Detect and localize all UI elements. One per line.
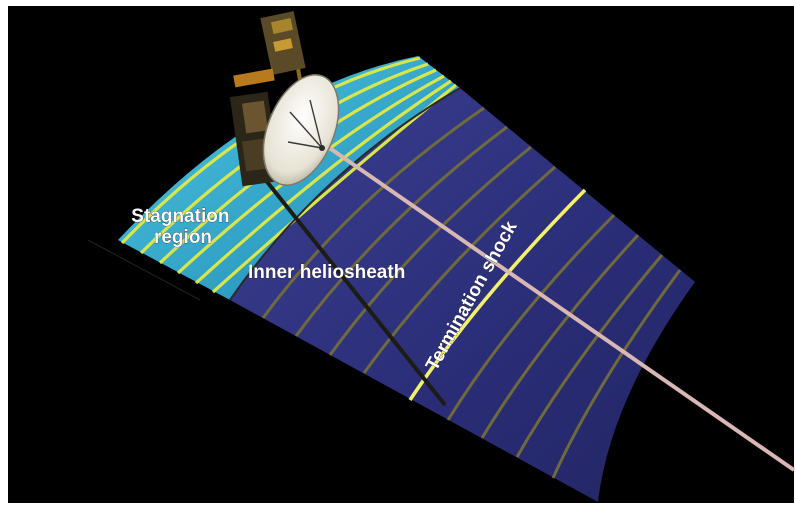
- heliosheath-band: [261, 106, 485, 319]
- inner-heliosheath-area: [230, 88, 695, 502]
- heliosheath-band: [328, 145, 532, 356]
- stagnation-band: [194, 79, 452, 285]
- probe-instrument-detail: [270, 18, 294, 34]
- stagnation-boundary: [229, 87, 461, 301]
- probe-bus-panel: [242, 138, 268, 172]
- trajectory-line: [316, 138, 796, 472]
- probe-arm: [233, 68, 275, 88]
- voyager-probe-icon: [229, 11, 340, 187]
- heliosheath-bands: [261, 106, 682, 479]
- heliosheath-band: [515, 254, 664, 458]
- probe-dish-feed: [319, 145, 325, 151]
- heliosheath-band: [551, 269, 682, 479]
- probe-instrument-detail: [273, 38, 293, 52]
- stagnation-region-label: Stagnation region: [131, 206, 234, 248]
- inner-heliosheath-label: Inner heliosheath: [248, 262, 405, 283]
- stagnation-label-line2: region: [154, 227, 212, 248]
- stagnation-label-line1: Stagnation: [131, 206, 229, 227]
- heliosheath-band: [446, 213, 616, 421]
- heliosheath-band: [294, 125, 508, 337]
- probe-dish-struts: [287, 99, 323, 149]
- heliosheath-band: [362, 165, 556, 374]
- probe-bus-panel: [242, 100, 268, 134]
- probe-dish-icon: [262, 74, 340, 186]
- sheet-edge-line: [87, 239, 201, 301]
- magnetometer-boom: [262, 176, 447, 407]
- heliosheath-band: [480, 233, 640, 439]
- termination-shock-line: [408, 188, 587, 401]
